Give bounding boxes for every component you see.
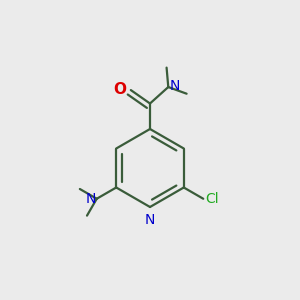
Text: N: N xyxy=(145,213,155,227)
Text: Cl: Cl xyxy=(205,192,218,206)
Text: O: O xyxy=(113,82,126,97)
Text: N: N xyxy=(85,192,95,206)
Text: N: N xyxy=(170,80,180,93)
